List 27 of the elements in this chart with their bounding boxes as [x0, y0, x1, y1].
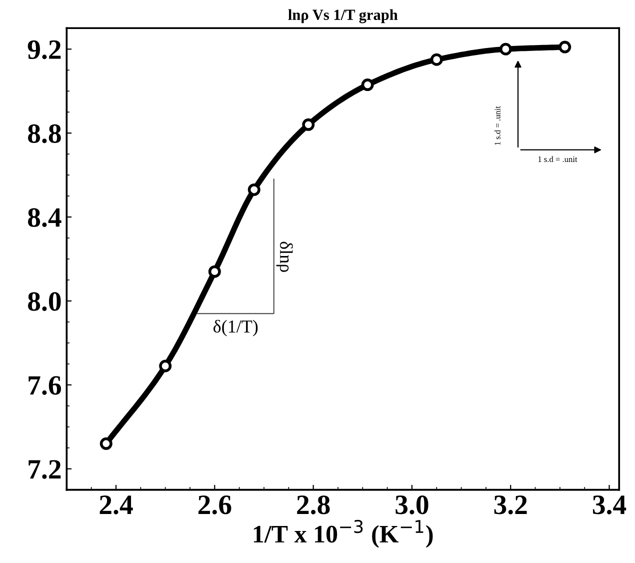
x-tick-label: 2.6 — [198, 496, 232, 514]
y-tick-label: 8.0 — [28, 292, 61, 311]
annotation: δ(1/T) — [213, 320, 258, 336]
point — [159, 360, 172, 372]
x-tick-label: 2.4 — [100, 496, 133, 514]
point — [248, 183, 260, 196]
annotation: 1 s.d = .unit — [494, 106, 500, 145]
y-tick-label: 7.6 — [28, 376, 61, 395]
x-tick-label: 2.8 — [297, 495, 330, 514]
chart-title: lnρ Vs 1/T graph — [288, 9, 398, 24]
y-tick-label: 7.2 — [28, 460, 61, 479]
annotation: δlnρ — [276, 242, 293, 272]
annotation: 1 s.d = .unit — [538, 156, 578, 162]
point — [100, 437, 112, 450]
y-tick-label: 9.2 — [28, 40, 61, 60]
y-tick-label: 8.4 — [28, 208, 62, 228]
point — [361, 78, 374, 92]
x-tick-label: 3.4 — [592, 496, 626, 514]
x-tick-label: 3.2 — [494, 496, 527, 514]
x-tick-label: 3.0 — [396, 495, 428, 514]
point — [558, 40, 572, 54]
point — [430, 53, 443, 66]
point — [302, 118, 315, 131]
point — [499, 42, 512, 56]
y-tick-label: 8.8 — [28, 124, 61, 144]
x-axis-title: 1/T x 10$^{−3}$ (K$^{−1}$) — [254, 520, 433, 548]
point — [208, 265, 221, 278]
